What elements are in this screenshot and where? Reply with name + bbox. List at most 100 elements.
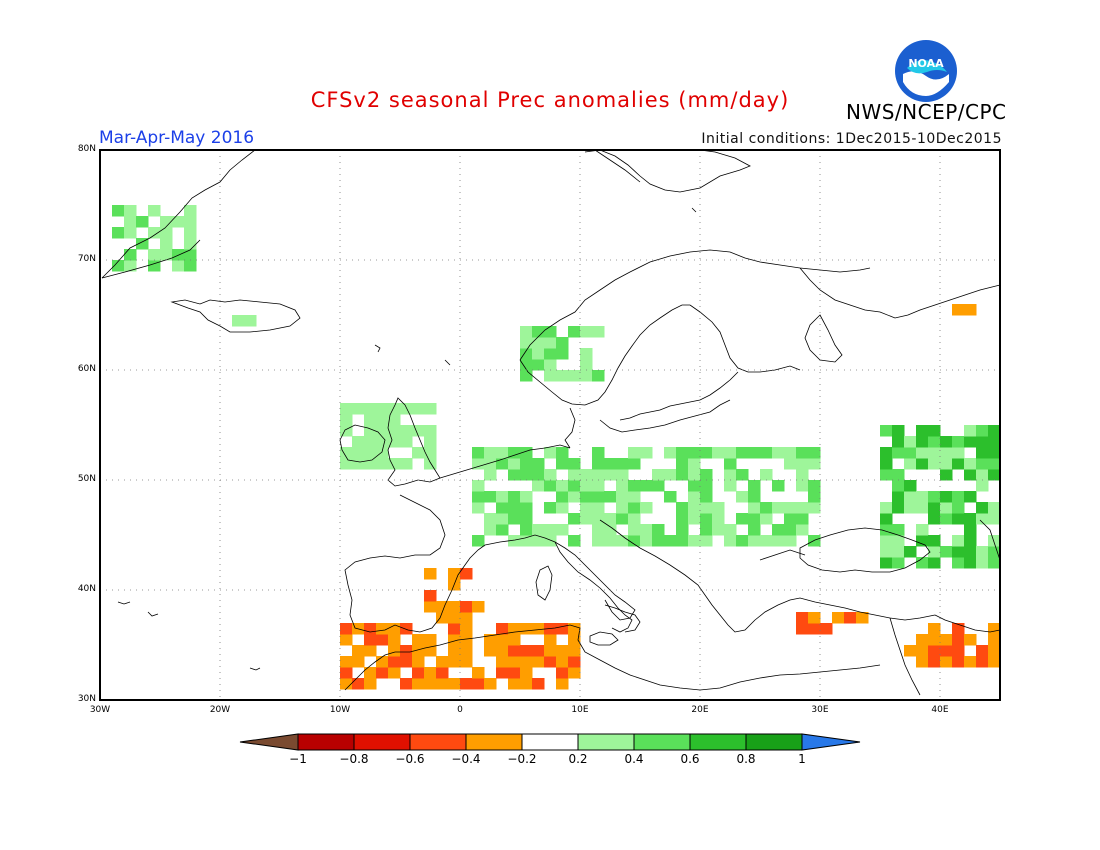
anomaly-cell <box>940 447 953 459</box>
anomaly-cell <box>928 458 941 470</box>
anomaly-cell <box>568 656 581 668</box>
anomaly-cell <box>376 436 389 448</box>
lat-label: 60N <box>77 364 96 374</box>
anomaly-cell <box>184 249 197 261</box>
anomaly-cell <box>412 645 425 657</box>
anomaly-cell <box>964 546 977 558</box>
anomaly-cell <box>748 535 761 547</box>
anomaly-cell <box>496 667 509 679</box>
graticule <box>100 150 1000 700</box>
anomaly-cell <box>592 447 605 459</box>
anomaly-cell <box>112 205 125 217</box>
anomaly-cell <box>796 612 809 624</box>
anomaly-cell <box>988 425 1001 437</box>
anomaly-cell <box>556 491 569 503</box>
anomaly-cell <box>568 491 581 503</box>
anomaly-cell <box>556 623 569 635</box>
anomaly-cell <box>964 425 977 437</box>
anomaly-cell <box>724 480 737 492</box>
anomaly-cell <box>448 678 461 690</box>
anomaly-cell <box>112 227 125 239</box>
anomaly-cell <box>364 634 377 646</box>
anomaly-cell <box>952 447 965 459</box>
anomaly-cell <box>460 678 473 690</box>
anomaly-cell <box>676 502 689 514</box>
anomaly-cell <box>892 546 905 558</box>
initial-conditions-label: Initial conditions: 1Dec2015-10Dec2015 <box>701 131 1002 147</box>
anomaly-cell <box>544 447 557 459</box>
colorbar-tick-label: 0.8 <box>736 752 756 766</box>
anomaly-cell <box>520 348 533 360</box>
anomaly-cell <box>736 447 749 459</box>
anomaly-cell <box>700 524 713 536</box>
anomaly-cell <box>364 667 377 679</box>
anomaly-cell <box>592 535 605 547</box>
anomaly-cell <box>592 469 605 481</box>
anomaly-cell <box>592 458 605 470</box>
anomaly-cell <box>472 458 485 470</box>
anomaly-cell <box>460 645 473 657</box>
anomaly-cell <box>640 447 653 459</box>
anomaly-cell <box>784 447 797 459</box>
anomaly-cell <box>400 656 413 668</box>
anomaly-cell <box>544 359 557 371</box>
anomaly-cell <box>556 348 569 360</box>
anomaly-cell <box>904 546 917 558</box>
anomaly-cell <box>160 249 173 261</box>
anomaly-cell <box>364 425 377 437</box>
anomaly-cell <box>508 513 521 525</box>
anomaly-cell <box>544 326 557 338</box>
anomaly-cell <box>568 458 581 470</box>
anomaly-cell <box>556 480 569 492</box>
anomaly-cell <box>556 370 569 382</box>
anomaly-cell <box>508 491 521 503</box>
anomaly-cell <box>112 260 125 272</box>
anomaly-cell <box>388 656 401 668</box>
anomaly-cell <box>520 458 533 470</box>
anomaly-cell <box>244 315 257 327</box>
anomaly-cell <box>508 447 521 459</box>
anomaly-cell <box>484 634 497 646</box>
anomaly-cell <box>712 502 725 514</box>
anomaly-cell <box>640 524 653 536</box>
anomaly-cell <box>136 238 149 250</box>
anomaly-cell <box>892 425 905 437</box>
anomaly-cell <box>484 524 497 536</box>
anomaly-cell <box>124 216 137 228</box>
anomaly-cell <box>748 524 761 536</box>
anomaly-cell <box>400 403 413 415</box>
anomaly-cell <box>400 425 413 437</box>
anomaly-cell <box>520 656 533 668</box>
anomaly-cell <box>532 326 545 338</box>
anomaly-cell <box>976 546 989 558</box>
anomaly-cell <box>496 656 509 668</box>
anomaly-cell <box>952 546 965 558</box>
anomaly-cell <box>424 645 437 657</box>
lat-label: 70N <box>77 254 96 264</box>
lon-label: 20E <box>691 705 709 715</box>
anomaly-cell <box>952 623 965 635</box>
anomaly-cell <box>976 645 989 657</box>
anomaly-cell <box>916 425 929 437</box>
noaa-logo: NOAA <box>895 40 957 102</box>
anomaly-cell <box>796 469 809 481</box>
anomaly-cell <box>976 469 989 481</box>
anomaly-cell <box>676 447 689 459</box>
anomaly-cell <box>976 502 989 514</box>
anomaly-cell <box>928 557 941 569</box>
anomaly-cell <box>424 425 437 437</box>
anomaly-cell <box>928 502 941 514</box>
anomaly-cell <box>520 326 533 338</box>
anomaly-cell <box>700 480 713 492</box>
anomaly-cell <box>496 458 509 470</box>
anomaly-cell <box>628 480 641 492</box>
anomaly-cell <box>892 502 905 514</box>
anomaly-cell <box>772 480 785 492</box>
anomaly-cell <box>964 634 977 646</box>
anomaly-cell <box>988 546 1001 558</box>
anomaly-cell <box>376 667 389 679</box>
anomaly-cell <box>736 491 749 503</box>
anomaly-cell <box>496 491 509 503</box>
anomaly-cell <box>616 502 629 514</box>
anomaly-cell <box>640 480 653 492</box>
